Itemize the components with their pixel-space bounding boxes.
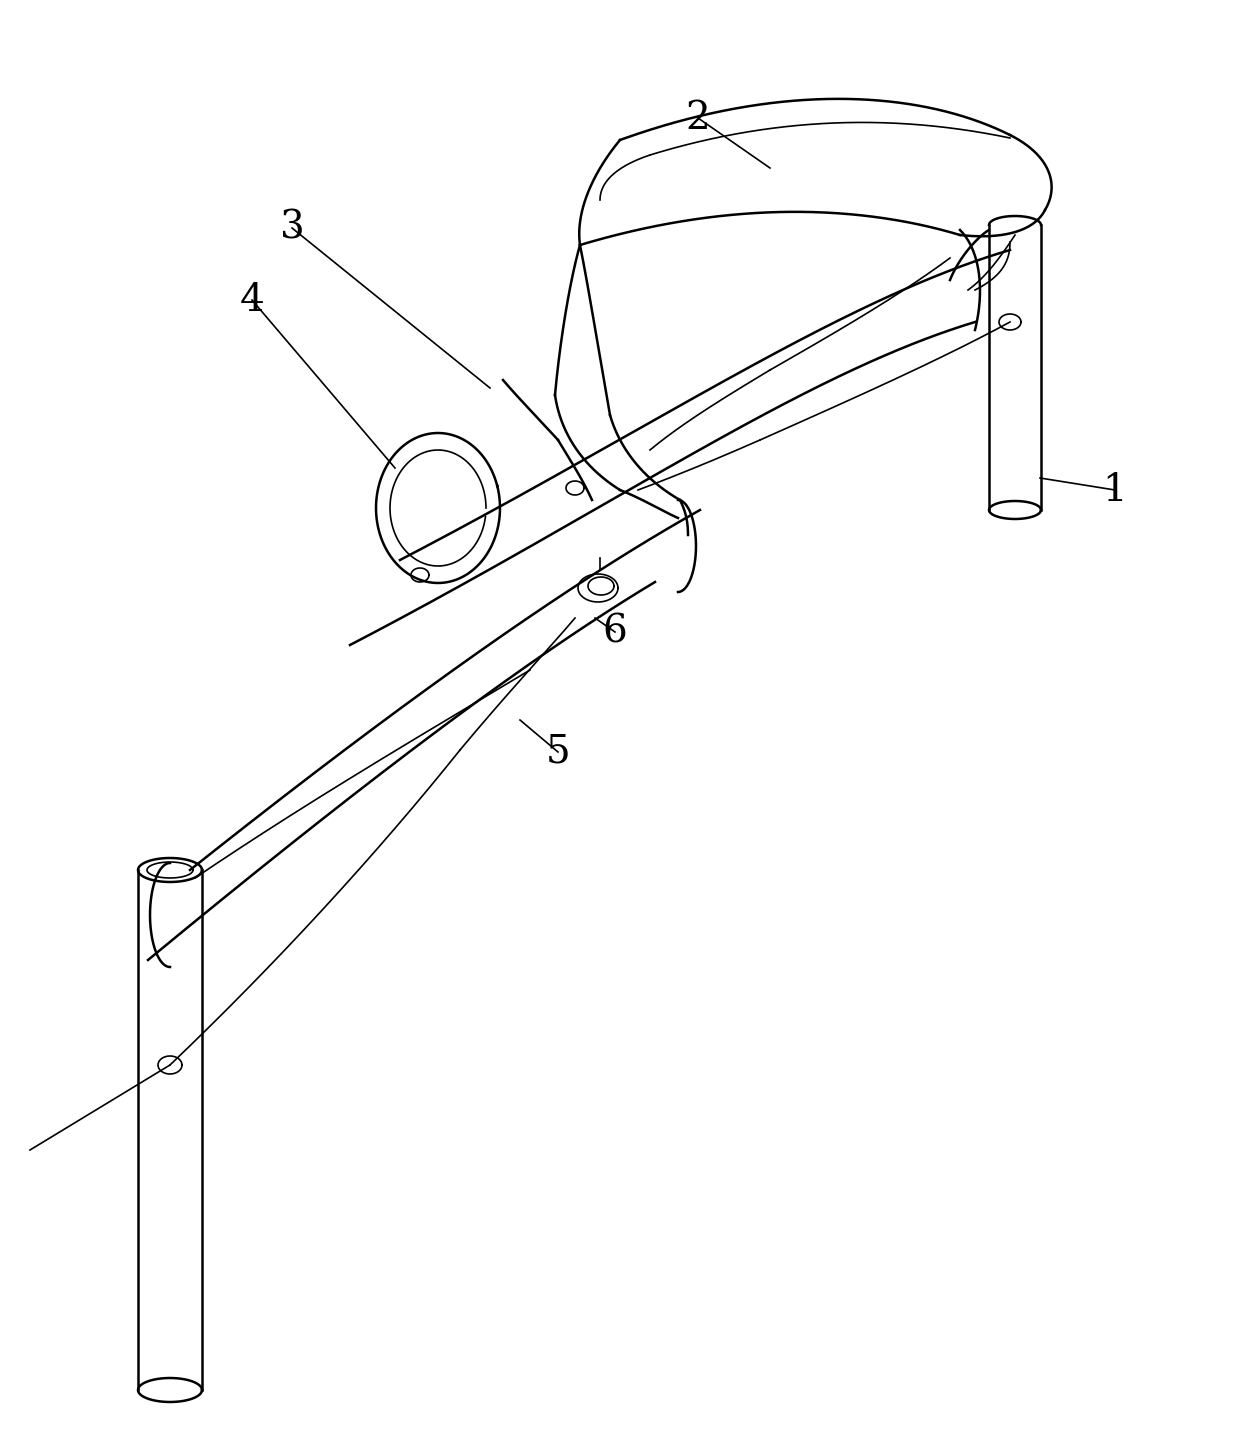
- Text: 6: 6: [603, 614, 627, 650]
- Text: 3: 3: [280, 210, 304, 246]
- Text: 2: 2: [686, 99, 711, 137]
- Text: 1: 1: [1102, 471, 1127, 508]
- Text: 5: 5: [546, 733, 570, 771]
- Text: 4: 4: [239, 281, 264, 319]
